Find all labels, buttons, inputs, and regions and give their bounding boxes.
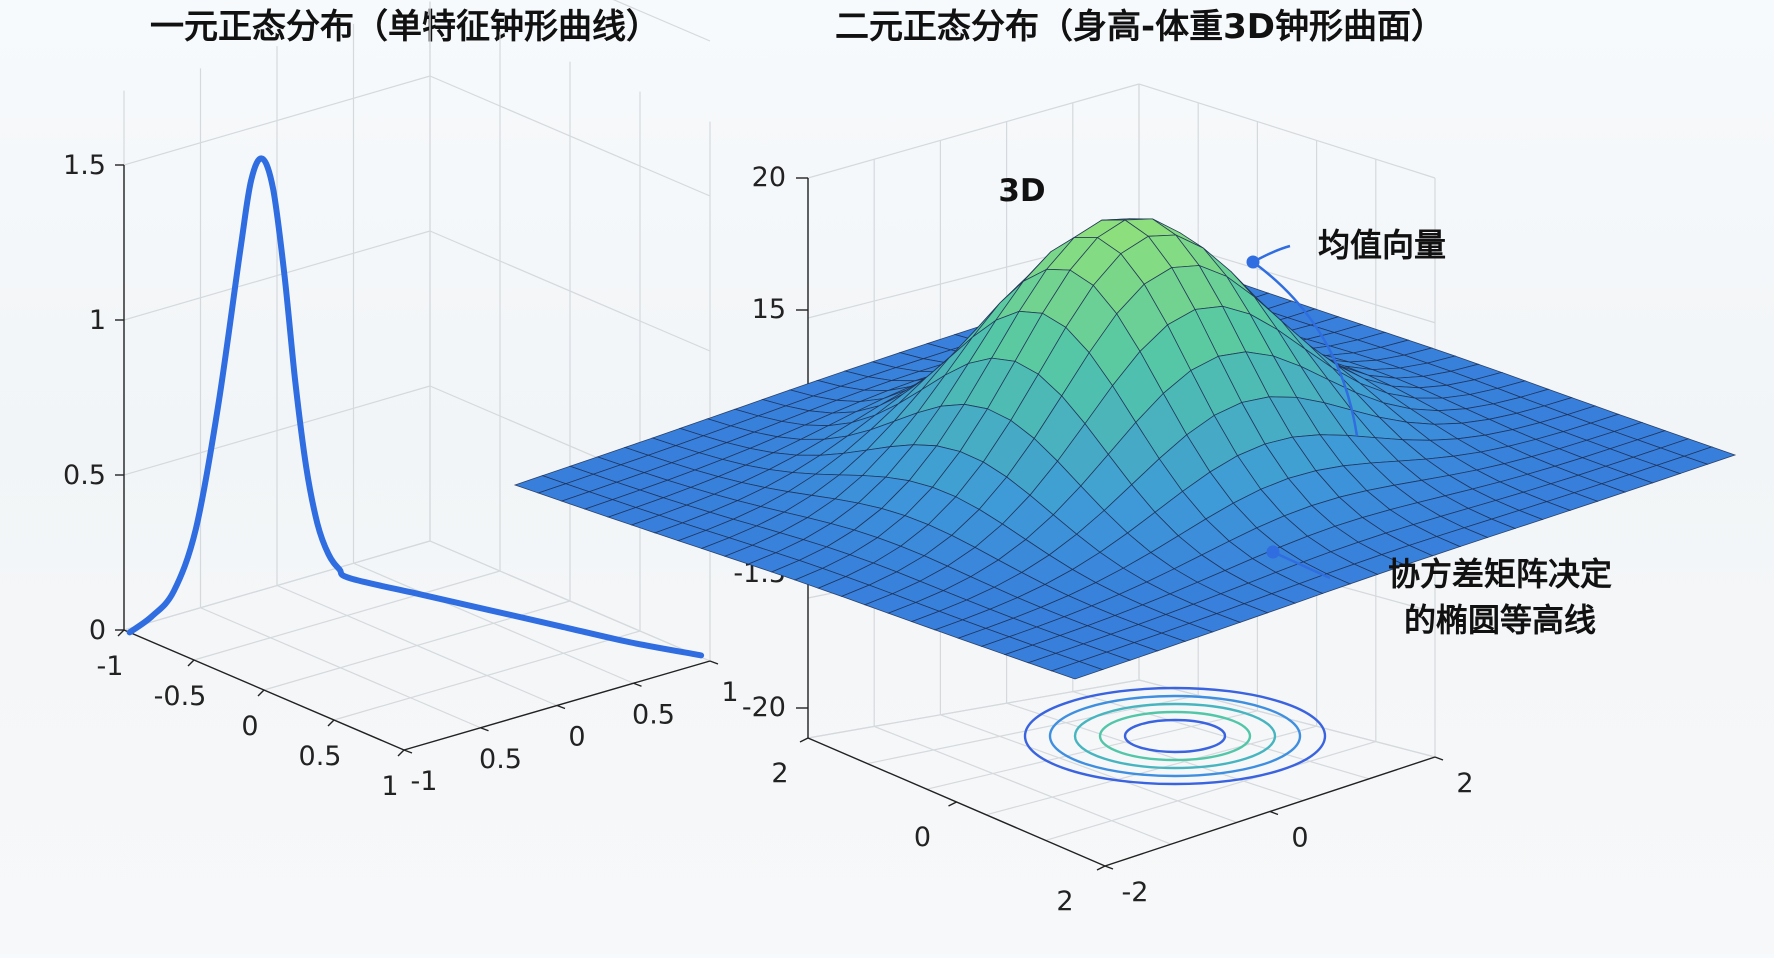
bell-curve-line xyxy=(126,155,705,659)
covariance-marker xyxy=(1266,545,1280,559)
annotation-mean-vector: 均值向量 xyxy=(1318,226,1446,264)
left-z-tick-label: 1.5 xyxy=(63,150,106,181)
right-x-tick-label: 2 xyxy=(1056,886,1073,917)
left-chart-panel: 一元正态分布（单特征钟形曲线） 0 0.5 1 1.5 -1 -0.5 0 0.5 1 -1 0… xyxy=(63,0,739,802)
left-y-ticks: -1 0.5 0 0.5 1 xyxy=(403,660,739,797)
right-chart-panel: 二元正态分布（身高-体重3D钟形曲面） 20150-1.5-20 202 -20… xyxy=(513,7,1737,917)
right-x-tick-mark xyxy=(1096,865,1106,871)
right-floor-grid xyxy=(926,710,1258,790)
left-y-tick-mark xyxy=(403,749,413,754)
floor-grid xyxy=(276,584,558,707)
left-x-tick-label: 0.5 xyxy=(299,741,342,772)
annotation-covariance-line2: 的椭圆等高线 xyxy=(1404,601,1596,639)
right-x-ticks: 2 0 2 xyxy=(771,737,1106,917)
left-x-tick-label: -0.5 xyxy=(154,681,207,712)
floor-grid xyxy=(353,562,634,684)
right-floor-grid xyxy=(873,725,1172,845)
left-y-tick-mark xyxy=(709,660,719,665)
right-wall-grid-h xyxy=(1138,83,1436,179)
left-y-tick-label: 1 xyxy=(721,677,738,708)
right-y-tick-mark xyxy=(1434,756,1444,761)
right-floor-grid xyxy=(986,725,1317,816)
left-x-tick-mark xyxy=(257,689,265,697)
left-x-tick-mark xyxy=(327,719,335,727)
left-x-tick-mark xyxy=(187,659,195,667)
left-gridlines xyxy=(123,0,711,751)
left-y-tick-mark xyxy=(556,704,566,710)
contour-ellipse xyxy=(1098,710,1252,762)
floor-grid xyxy=(333,630,641,721)
right-floor-grid xyxy=(940,714,1238,823)
left-x-tick-mark xyxy=(397,749,405,757)
left-y-tick-mark xyxy=(480,727,489,732)
left-z-tick-label: 0 xyxy=(89,615,106,646)
bell-surface xyxy=(513,218,1737,680)
annotation-covariance-line1: 协方差矩阵决定 xyxy=(1388,555,1612,593)
left-chart-title: 一元正态分布（单特征钟形曲线） xyxy=(150,7,660,47)
back-wall-grid-h xyxy=(612,0,711,42)
right-chart-title: 二元正态分布（身高-体重3D钟形曲面） xyxy=(835,7,1445,47)
right-y-tick-mark xyxy=(1104,865,1114,870)
left-x-ticks: -1 -0.5 0 0.5 1 xyxy=(97,629,405,802)
contour-ellipse xyxy=(1073,702,1277,770)
label-3d: 3D xyxy=(998,173,1045,209)
right-wall-grid-h xyxy=(807,83,1140,179)
floor-grid xyxy=(429,540,711,662)
mean-vector-marker xyxy=(1246,255,1260,269)
left-wall-grid-h xyxy=(123,230,431,321)
left-y-tick-label: 0.5 xyxy=(479,744,522,775)
right-x-tick-mark xyxy=(948,801,957,807)
right-z-tick-label: -20 xyxy=(742,692,786,723)
left-z-tick-label: 0.5 xyxy=(63,460,106,491)
right-y-tick-label: -2 xyxy=(1122,877,1149,908)
back-wall-grid-h xyxy=(429,230,711,352)
right-floor-grid xyxy=(1072,691,1370,780)
right-floor-grid xyxy=(807,679,1140,739)
left-y-tick-label: 0 xyxy=(568,722,585,753)
right-y-tick-mark xyxy=(1269,810,1279,816)
left-x-tick-mark xyxy=(117,629,125,637)
right-y-tick-label: 0 xyxy=(1291,823,1308,854)
right-x-tick-label: 2 xyxy=(771,758,788,789)
surface-patch xyxy=(1050,661,1104,680)
left-wall-grid-h xyxy=(123,75,431,166)
back-wall-grid-h xyxy=(429,75,711,197)
right-y-ticks: -2 0 2 xyxy=(1104,756,1474,908)
right-y-tick-label: 2 xyxy=(1456,768,1473,799)
left-x-tick-label: 0 xyxy=(241,711,258,742)
mean-vector-arc xyxy=(1252,260,1359,437)
left-y-tick-label: -1 xyxy=(411,766,438,797)
left-z-tick-label: 1 xyxy=(89,305,106,336)
left-z-ticks: 0 0.5 1 1.5 xyxy=(63,150,124,646)
right-floor-grid xyxy=(1045,741,1376,841)
contour-ellipse xyxy=(1023,686,1327,786)
left-y-tick-mark xyxy=(633,682,642,687)
contour-ellipse xyxy=(1048,694,1302,778)
left-x-tick-label: -1 xyxy=(97,651,124,682)
right-z-tick-label: 20 xyxy=(752,162,786,193)
contour-ellipses xyxy=(1023,686,1327,786)
left-y-tick-label: 0.5 xyxy=(632,699,675,730)
right-z-tick-label: 15 xyxy=(752,294,786,325)
right-x-tick-mark xyxy=(799,737,809,743)
covariance-leader xyxy=(1272,550,1331,580)
left-x-tick-label: 1 xyxy=(381,771,398,802)
contour-ellipse xyxy=(1123,718,1227,754)
right-x-tick-label: 0 xyxy=(914,822,931,853)
left-wall-grid-h xyxy=(123,385,431,476)
